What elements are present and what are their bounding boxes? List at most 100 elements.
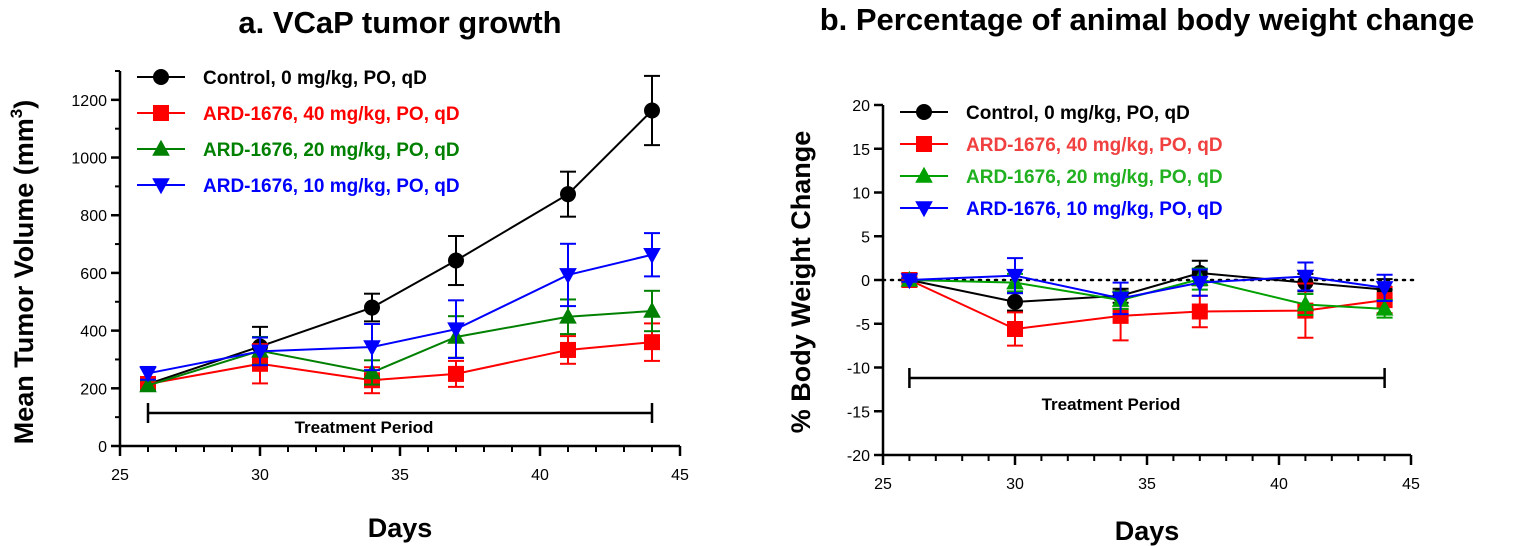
treatment-period-label: Treatment Period: [1042, 395, 1181, 414]
data-point: [559, 268, 577, 285]
legend-label: Control, 0 mg/kg, PO, qD: [966, 103, 1190, 124]
data-point: [1191, 275, 1209, 292]
series-line: [147, 341, 653, 385]
data-point: [643, 247, 661, 264]
series-line: [147, 253, 653, 375]
x-tick-label: 40: [531, 467, 549, 484]
legend-label: ARD-1676, 40 mg/kg, PO, qD: [203, 104, 460, 125]
panel-b-title: b. Percentage of animal body weight chan…: [820, 2, 1475, 37]
panel-b-plot-area: [900, 257, 1394, 347]
y-tick-label: -20: [847, 448, 870, 465]
panel-b-axes: -20 -15 -10 -5 0 5 10 15 20 25 30 35 40 45: [847, 98, 1420, 493]
panel-b-body-weight-chart: b. Percentage of animal body weight chan…: [786, 2, 1474, 546]
y-tick-label: 1000: [71, 151, 107, 168]
y-tick-label: -15: [847, 404, 870, 421]
panel-a-y-axis-title-end: ): [9, 100, 39, 109]
y-tick-label: -10: [847, 361, 870, 378]
series-3: [139, 232, 661, 383]
legend-entry-1: ARD-1676, 40 mg/kg, PO, qD: [137, 104, 460, 125]
y-tick-label: 0: [98, 439, 107, 456]
x-tick-label: 25: [111, 467, 129, 484]
data-point: [448, 365, 464, 382]
y-tick-label: 1200: [71, 93, 107, 110]
y-tick-label: 10: [852, 186, 870, 203]
y-tick-label: 800: [80, 208, 107, 225]
x-tick-label: 30: [1006, 476, 1024, 493]
data-point: [447, 322, 465, 339]
data-point: [139, 366, 157, 383]
legend-entry-0: Control, 0 mg/kg, PO, qD: [137, 68, 427, 89]
x-tick-label: 45: [671, 467, 689, 484]
data-point: [1112, 307, 1129, 324]
legend-marker: [152, 178, 170, 195]
x-tick-label: 45: [1402, 476, 1420, 493]
data-point: [1006, 268, 1024, 285]
x-tick-label: 35: [391, 467, 409, 484]
x-tick-label: 35: [1138, 476, 1156, 493]
legend-marker: [152, 139, 170, 156]
legend-label: ARD-1676, 10 mg/kg, PO, qD: [203, 176, 460, 197]
x-tick-label: 40: [1270, 476, 1288, 493]
panel-a-y-axis-title-main: Mean Tumor Volume (mm: [9, 118, 39, 444]
series-line: [909, 274, 1385, 300]
panel-a-plot-area: [139, 74, 661, 395]
y-tick-label: 400: [80, 324, 107, 341]
y-tick-label: 200: [80, 381, 107, 398]
panel-a-y-axis-title-superscript: 3: [7, 109, 26, 118]
series-3: [900, 257, 1394, 316]
legend-entry-2: ARD-1676, 20 mg/kg, PO, qD: [900, 166, 1223, 188]
series-0: [901, 259, 1393, 312]
data-point: [900, 273, 919, 290]
data-point: [560, 186, 576, 203]
data-point: [1111, 291, 1130, 308]
panel-a-axes: 0 200 400 600 800 1000 1200 25 30 35 40 45: [71, 70, 689, 484]
series-line: [147, 310, 653, 387]
data-point: [1007, 293, 1023, 310]
series-line: [909, 271, 1385, 303]
y-tick-label: 15: [852, 142, 870, 159]
data-point: [560, 341, 576, 358]
panel-a-title: a. VCaP tumor growth: [238, 5, 561, 40]
legend-marker: [915, 201, 933, 218]
data-point: [644, 102, 660, 119]
data-point: [1191, 303, 1208, 320]
data-point: [1007, 321, 1023, 337]
panel-b-legend: Control, 0 mg/kg, PO, qD ARD-1676, 40 mg/…: [900, 103, 1223, 220]
treatment-period-label: Treatment Period: [295, 418, 434, 437]
data-point: [559, 307, 577, 324]
legend-entry-0: Control, 0 mg/kg, PO, qD: [900, 103, 1190, 124]
series-line: [147, 109, 653, 385]
y-tick-label: 0: [861, 273, 870, 290]
x-tick-label: 25: [874, 476, 892, 493]
legend-entry-2: ARD-1676, 20 mg/kg, PO, qD: [137, 139, 460, 161]
panel-b-x-axis-title: Days: [1115, 516, 1180, 546]
legend-label: ARD-1676, 40 mg/kg, PO, qD: [966, 135, 1223, 156]
data-point: [1296, 269, 1315, 286]
data-point: [251, 344, 269, 361]
series-1: [140, 322, 660, 395]
data-point: [448, 252, 464, 269]
legend-label: ARD-1676, 10 mg/kg, PO, qD: [966, 199, 1223, 220]
data-point: [364, 299, 380, 316]
panel-b-y-axis-title: % Body Weight Change: [786, 131, 816, 434]
panel-a-x-axis-title: Days: [368, 513, 433, 543]
data-point: [643, 301, 661, 318]
legend-marker: [153, 105, 169, 121]
legend-label: Control, 0 mg/kg, PO, qD: [203, 68, 427, 89]
series-line: [908, 279, 1385, 331]
panel-a-tumor-growth-chart: a. VCaP tumor growth Days Mean Tumor Vol…: [7, 5, 689, 543]
panel-a-treatment-period: Treatment Period: [146, 403, 654, 437]
data-point: [1375, 281, 1394, 298]
data-point: [139, 376, 157, 393]
legend-marker: [916, 136, 932, 152]
data-point: [363, 363, 381, 380]
panel-a-y-axis-title: Mean Tumor Volume (mm3): [7, 100, 39, 445]
panel-b-treatment-period: Treatment Period: [908, 368, 1386, 414]
legend-marker: [916, 104, 932, 120]
panel-a-legend: Control, 0 mg/kg, PO, qD ARD-1676, 40 mg/…: [137, 68, 460, 197]
legend-label: ARD-1676, 20 mg/kg, PO, qD: [203, 140, 460, 161]
y-tick-label: 600: [80, 266, 107, 283]
data-point: [1375, 299, 1394, 316]
legend-marker: [153, 69, 169, 85]
